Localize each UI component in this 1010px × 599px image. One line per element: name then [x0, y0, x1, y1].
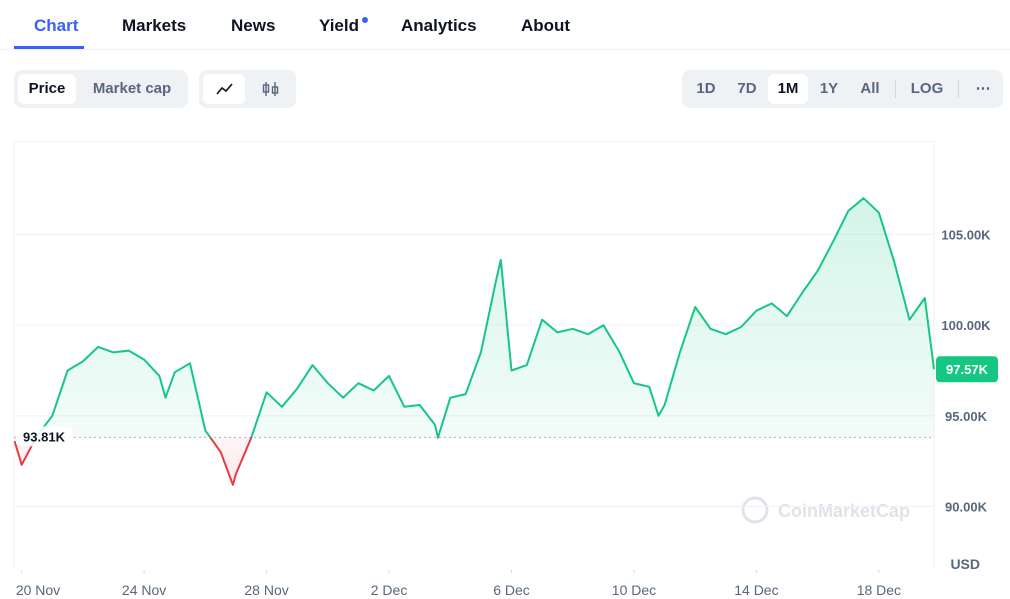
metric-button[interactable]: Price: [18, 74, 76, 104]
line-icon: [216, 83, 233, 95]
x-tick-label: 14 Dec: [734, 582, 778, 598]
range-toggle: LOG ⋯ 1D 7D 1M 1Y All: [682, 70, 1003, 108]
x-tick-label: 2 Dec: [371, 582, 408, 598]
separator: [958, 80, 959, 98]
tab[interactable]: Markets: [122, 16, 187, 35]
tab[interactable]: News: [231, 16, 276, 35]
current-price-label: 97.57K: [946, 362, 989, 377]
separator: [895, 80, 896, 98]
tab[interactable]: About: [521, 16, 571, 35]
y-tick-label: 100.00K: [941, 318, 991, 333]
y-unit: USD: [950, 556, 980, 572]
watermark-text: CoinMarketCap: [778, 501, 910, 521]
chart-style-toggle: [199, 70, 296, 108]
y-tick-label: 105.00K: [941, 227, 991, 242]
active-tab-underline: [14, 46, 84, 49]
range-button[interactable]: 1Y: [819, 80, 839, 97]
candle-icon: [262, 82, 279, 96]
y-tick-label: 90.00K: [945, 500, 988, 515]
y-tick-label: 95.00K: [945, 409, 988, 424]
range-button[interactable]: 1M: [768, 74, 808, 104]
current-price-badge: [936, 356, 998, 383]
baseline-label: 93.81K: [23, 429, 66, 444]
price-area: [14, 198, 935, 485]
divider: [0, 49, 1010, 50]
more-button[interactable]: ⋯: [975, 80, 991, 97]
new-dot: [362, 17, 368, 23]
candle-chart-button[interactable]: [249, 74, 291, 104]
tab[interactable]: Analytics: [401, 16, 477, 35]
watermark: CoinMarketCap: [741, 496, 910, 524]
baseline-badge: [16, 426, 72, 447]
tab[interactable]: Yield: [319, 16, 359, 35]
range-button[interactable]: 7D: [737, 80, 757, 97]
log-button[interactable]: LOG: [910, 80, 944, 97]
metric-toggle: Price Market cap: [14, 70, 188, 108]
x-tick-label: 18 Dec: [857, 582, 901, 598]
range-button[interactable]: 1D: [696, 80, 716, 97]
x-tick-label: 28 Nov: [244, 582, 288, 598]
tab[interactable]: Chart: [34, 16, 79, 35]
metric-button[interactable]: Market cap: [92, 80, 172, 97]
line-chart-button[interactable]: [203, 74, 245, 104]
range-button[interactable]: All: [860, 80, 880, 97]
x-tick-label: 20 Nov: [16, 582, 60, 598]
x-tick-label: 6 Dec: [493, 582, 530, 598]
price-line: [13, 197, 935, 486]
x-tick-label: 10 Dec: [612, 582, 656, 598]
x-tick-label: 24 Nov: [122, 582, 166, 598]
